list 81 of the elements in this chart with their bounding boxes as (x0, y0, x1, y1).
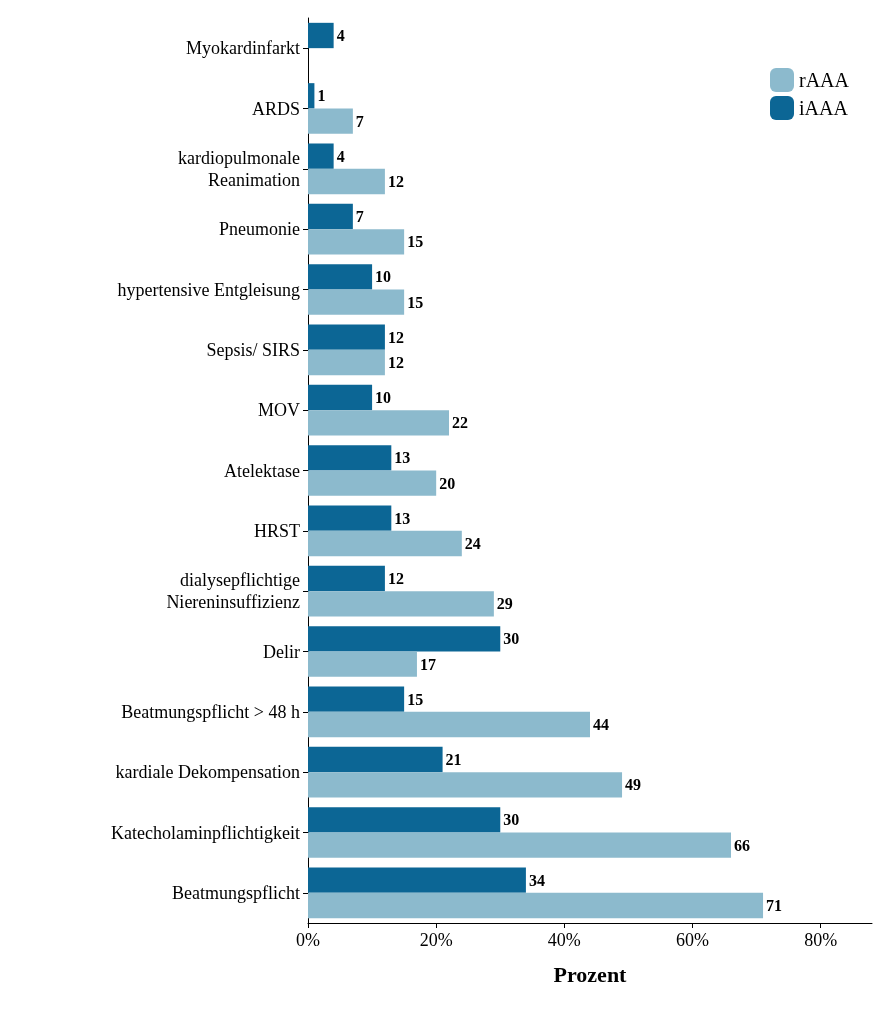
bar (308, 686, 405, 712)
bar (308, 892, 764, 919)
y-tick-label: Sepsis/ SIRS (206, 339, 300, 360)
y-tick-label: dialysepflichtige Niereninsuffizienz (166, 570, 300, 613)
y-tick-label: kardiopulmonale Reanimation (178, 147, 301, 190)
bar (308, 108, 353, 134)
x-tick-label: 80% (804, 930, 838, 950)
data-label: 24 (464, 535, 481, 552)
data-label: 17 (419, 655, 436, 673)
data-label: 12 (387, 354, 404, 371)
bar (308, 832, 731, 858)
y-tick-label: Beatmungspflicht (172, 882, 300, 903)
bar (308, 384, 373, 411)
legend-label: rAAA (799, 69, 850, 91)
data-label: 7 (355, 208, 364, 225)
data-label: 15 (407, 293, 424, 311)
data-label: 34 (528, 871, 545, 889)
bar (308, 651, 417, 677)
y-tick-label: kardiale Dekompensation (115, 762, 300, 783)
legend-label: iAAA (799, 97, 849, 119)
bar (308, 591, 494, 617)
y-tick-label: HRST (253, 520, 300, 541)
bar (308, 203, 353, 230)
bar (308, 289, 405, 315)
x-tick-label: 60% (676, 930, 710, 950)
bar (308, 626, 501, 652)
bar (308, 445, 392, 471)
y-tick-label: Beatmungspflicht > 48 h (121, 701, 300, 722)
data-label: 44 (593, 716, 609, 733)
data-label: 12 (387, 328, 404, 346)
bar (308, 470, 437, 496)
data-label: 49 (625, 776, 642, 794)
data-label: 15 (407, 690, 424, 708)
data-label: 22 (452, 414, 468, 432)
data-label: 10 (375, 389, 392, 406)
data-label: 4 (336, 147, 345, 165)
data-label: 13 (394, 449, 411, 467)
y-tick-label: Pneumonie (219, 219, 300, 240)
bar (308, 772, 623, 798)
bar (308, 565, 385, 592)
x-tick-label: 20% (419, 930, 453, 950)
data-label: 4 (336, 27, 345, 44)
y-tick-label: Delir (263, 641, 301, 662)
data-label: 30 (503, 811, 520, 829)
bar (308, 83, 315, 109)
x-tick-label: 40% (547, 930, 581, 950)
y-tick-label: Katecholaminpflichtigkeit (111, 822, 300, 843)
bar (308, 410, 449, 436)
y-tick-label: Myokardinfarkt (186, 38, 300, 59)
bar (308, 22, 334, 49)
bar (308, 229, 405, 255)
data-label: 1 (317, 87, 326, 105)
data-label: 7 (355, 112, 364, 130)
bar (308, 324, 385, 350)
x-axis-title: Prozent (553, 961, 628, 987)
data-label: 15 (407, 233, 424, 251)
x-tick-label: 0% (296, 930, 320, 950)
bar (308, 168, 385, 195)
data-label: 13 (394, 509, 411, 527)
y-tick-label: hypertensive Entgleisung (117, 279, 300, 300)
bar (308, 264, 373, 290)
data-label: 71 (766, 897, 783, 914)
data-label: 66 (734, 836, 750, 854)
y-tick-label: ARDS (251, 98, 300, 119)
bar (308, 143, 334, 169)
bar (308, 349, 385, 376)
bar (308, 746, 443, 773)
bar (308, 711, 590, 738)
data-label: 12 (387, 570, 404, 587)
bar (308, 867, 526, 893)
data-label: 12 (387, 173, 404, 190)
data-label: 30 (503, 630, 520, 648)
y-tick-label: MOV (257, 400, 300, 421)
data-label: 20 (439, 474, 456, 492)
y-tick-label: Atelektase (224, 460, 301, 481)
data-label: 21 (445, 751, 462, 768)
bar (308, 807, 501, 833)
bar (308, 505, 392, 531)
data-label: 29 (496, 595, 513, 613)
bar (308, 530, 462, 557)
data-label: 10 (375, 268, 392, 286)
